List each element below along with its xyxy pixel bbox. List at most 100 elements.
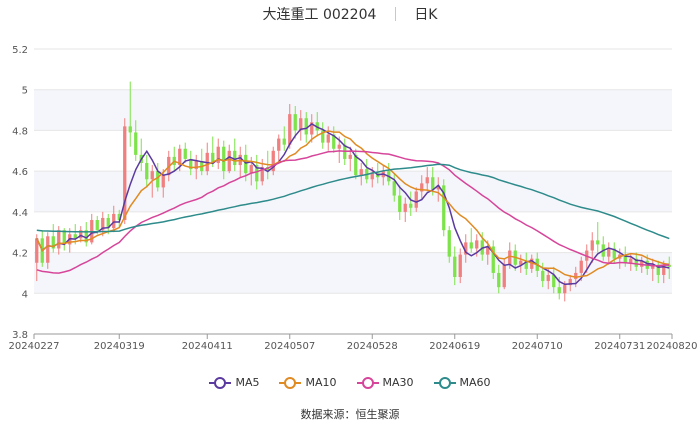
- candle: [541, 262, 545, 288]
- candle: [112, 205, 116, 233]
- legend-item-ma10[interactable]: MA10: [279, 376, 337, 389]
- candle: [288, 103, 292, 149]
- title-separator: [394, 7, 396, 21]
- chart-header: 大连重工 002204 日K: [0, 4, 700, 26]
- candle: [409, 191, 413, 216]
- series-line-ma60: [36, 163, 670, 240]
- candle: [123, 118, 127, 225]
- candle: [161, 169, 165, 198]
- candle: [233, 138, 237, 172]
- candle: [392, 173, 396, 202]
- candle: [321, 122, 325, 149]
- candle: [447, 226, 451, 263]
- legend-item-ma60[interactable]: MA60: [433, 376, 491, 389]
- x-tick-label: 20240710: [512, 341, 563, 352]
- series-line-ma10: [36, 130, 670, 278]
- candle: [568, 274, 572, 292]
- x-tick-label: 20240619: [429, 341, 480, 352]
- candle: [453, 246, 457, 286]
- candle: [332, 126, 336, 153]
- candle: [458, 248, 462, 284]
- plot-band: [34, 89, 672, 131]
- candle: [277, 134, 281, 161]
- candle: [546, 268, 550, 290]
- data-source: 数据来源：恒生聚源: [300, 408, 400, 421]
- legend-label: MA10: [305, 376, 337, 389]
- candle: [299, 110, 303, 141]
- candle: [117, 209, 121, 229]
- chart-period: 日K: [414, 7, 438, 23]
- candle: [216, 138, 220, 170]
- x-tick-label: 20240507: [264, 341, 315, 352]
- candle: [398, 185, 402, 220]
- legend-marker-icon: [356, 376, 379, 389]
- y-tick-label: 4.2: [12, 249, 28, 260]
- candle: [442, 179, 446, 237]
- candle: [293, 106, 297, 139]
- candle: [282, 126, 286, 151]
- candle: [634, 252, 638, 271]
- y-tick-label: 3.8: [12, 330, 28, 341]
- candle: [189, 150, 193, 176]
- candle: [524, 252, 528, 275]
- y-tick-label: 4: [22, 289, 28, 300]
- x-tick-label: 20240227: [9, 341, 60, 352]
- plot-bands: [34, 89, 672, 294]
- candle: [414, 187, 418, 212]
- candle: [656, 260, 660, 284]
- x-tick-label: 20240820: [647, 341, 698, 352]
- y-tick-label: 5.2: [12, 45, 28, 56]
- candle: [436, 177, 440, 202]
- candle: [552, 266, 556, 294]
- candle: [420, 175, 424, 200]
- x-tick-label: 20240319: [94, 341, 145, 352]
- candle: [354, 148, 358, 180]
- candle: [425, 167, 429, 192]
- legend-marker-icon: [209, 376, 232, 389]
- candle: [469, 228, 473, 253]
- legend-label: MA30: [382, 376, 414, 389]
- x-tick-label: 20240528: [347, 341, 398, 352]
- legend-marker-icon: [279, 376, 302, 389]
- legend-label: MA60: [459, 376, 491, 389]
- x-tick-label: 20240411: [182, 341, 233, 352]
- y-tick-label: 4.4: [12, 208, 28, 219]
- candle: [530, 254, 534, 273]
- candle: [134, 120, 138, 161]
- candle: [172, 146, 176, 172]
- candle: [403, 197, 407, 223]
- candles: [35, 81, 671, 302]
- candlestick-chart: 3.844.24.44.64.855.2 20240227 20240319 202…: [9, 45, 698, 352]
- y-tick-label: 5: [22, 86, 28, 97]
- chart-title: 大连重工 002204: [262, 7, 377, 23]
- candle: [84, 222, 88, 247]
- candle: [46, 232, 50, 269]
- candle: [304, 112, 308, 143]
- candle: [57, 226, 61, 255]
- candle: [596, 222, 600, 253]
- candle: [651, 258, 655, 282]
- x-tick-label: 20240731: [594, 341, 645, 352]
- candle: [183, 142, 187, 163]
- candle: [607, 242, 611, 265]
- x-axis: 20240227 20240319 20240411 20240507 20240528…: [9, 333, 698, 352]
- candle: [497, 264, 501, 294]
- legend-marker-icon: [433, 376, 456, 389]
- legend-item-ma5[interactable]: MA5: [209, 376, 259, 389]
- candle: [464, 234, 468, 263]
- candle: [271, 146, 275, 176]
- candle: [139, 138, 143, 172]
- y-tick-label: 4.6: [12, 167, 28, 178]
- moving-average-lines: [36, 122, 670, 286]
- legend: MA5 MA10 MA30 MA60: [0, 376, 700, 392]
- candle: [51, 224, 55, 253]
- y-tick-label: 4.8: [12, 126, 28, 137]
- candle: [35, 234, 39, 282]
- candle: [502, 258, 506, 290]
- series-line-ma5: [36, 122, 670, 286]
- candle: [491, 240, 495, 280]
- legend-item-ma30[interactable]: MA30: [356, 376, 414, 389]
- y-axis: 3.8 4 4.2 4.4 4.6 4.8 5 5.2: [12, 45, 28, 341]
- candle: [205, 142, 209, 176]
- candle: [128, 81, 132, 147]
